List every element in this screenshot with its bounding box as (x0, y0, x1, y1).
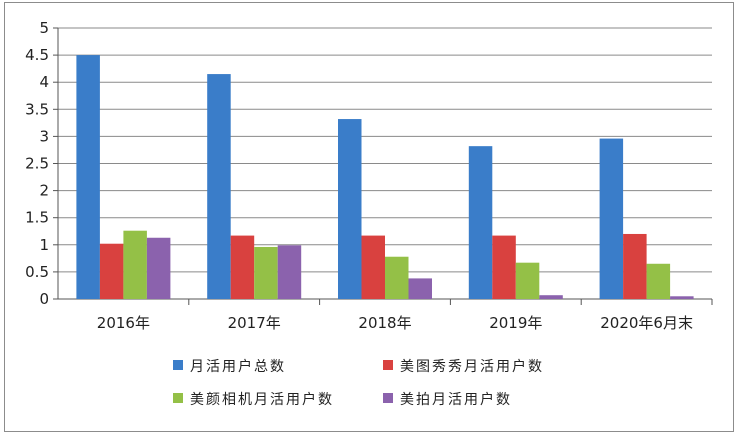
bar (670, 296, 694, 299)
y-tick-label: 5 (39, 19, 49, 37)
bar (599, 138, 624, 299)
y-tick-label: 1.5 (25, 209, 49, 227)
bar (515, 262, 540, 299)
x-category-label: 2019年 (489, 314, 542, 332)
legend-swatch (173, 393, 183, 403)
y-tick-label: 0.5 (25, 263, 49, 281)
bar (539, 295, 563, 299)
bar (408, 278, 432, 299)
bar (277, 245, 302, 299)
x-category-label: 2018年 (358, 314, 411, 332)
legend-item: 美图秀秀月活用户数 (383, 358, 544, 375)
legend-item: 月活用户总数 (173, 358, 286, 375)
bar (492, 235, 516, 299)
bar (623, 233, 647, 299)
legend-swatch (383, 360, 393, 370)
legend-item: 美拍月活用户数 (383, 391, 512, 408)
bar (338, 119, 362, 299)
legend-label: 美图秀秀月活用户数 (400, 358, 544, 375)
bar (385, 256, 409, 299)
y-tick-label: 1 (39, 236, 49, 254)
bar (146, 237, 171, 299)
bar (361, 235, 385, 299)
y-tick-label: 2 (39, 182, 49, 200)
y-tick-label: 3.5 (25, 100, 49, 118)
y-tick-label: 2.5 (25, 155, 49, 173)
bar (230, 235, 255, 299)
legend-swatch (173, 360, 183, 370)
legend-label: 美拍月活用户数 (400, 391, 512, 408)
y-tick-label: 0 (39, 290, 49, 308)
bars (76, 55, 694, 299)
y-tick-label: 3 (39, 127, 49, 145)
bar (99, 243, 124, 299)
legend-item: 美颜相机月活用户数 (173, 391, 334, 408)
x-category-label: 2020年6月末 (600, 314, 693, 332)
x-category-label: 2017年 (228, 314, 281, 332)
legend-label: 月活用户总数 (190, 358, 286, 375)
legend-swatch (383, 393, 393, 403)
bar (468, 146, 493, 299)
bar (254, 246, 278, 299)
bar (123, 230, 147, 299)
x-category-label: 2016年 (97, 314, 150, 332)
y-tick-label: 4 (39, 73, 49, 91)
legend-label: 美颜相机月活用户数 (190, 391, 334, 408)
bar (76, 55, 100, 299)
axis-labels: 0 0.5 1 1.5 2 2.5 3 3.5 4 4.5 5 2016年 2017年 2018年 2019… (25, 19, 693, 332)
bar (207, 74, 231, 299)
y-tick-label: 4.5 (25, 46, 49, 64)
bar (646, 263, 671, 299)
